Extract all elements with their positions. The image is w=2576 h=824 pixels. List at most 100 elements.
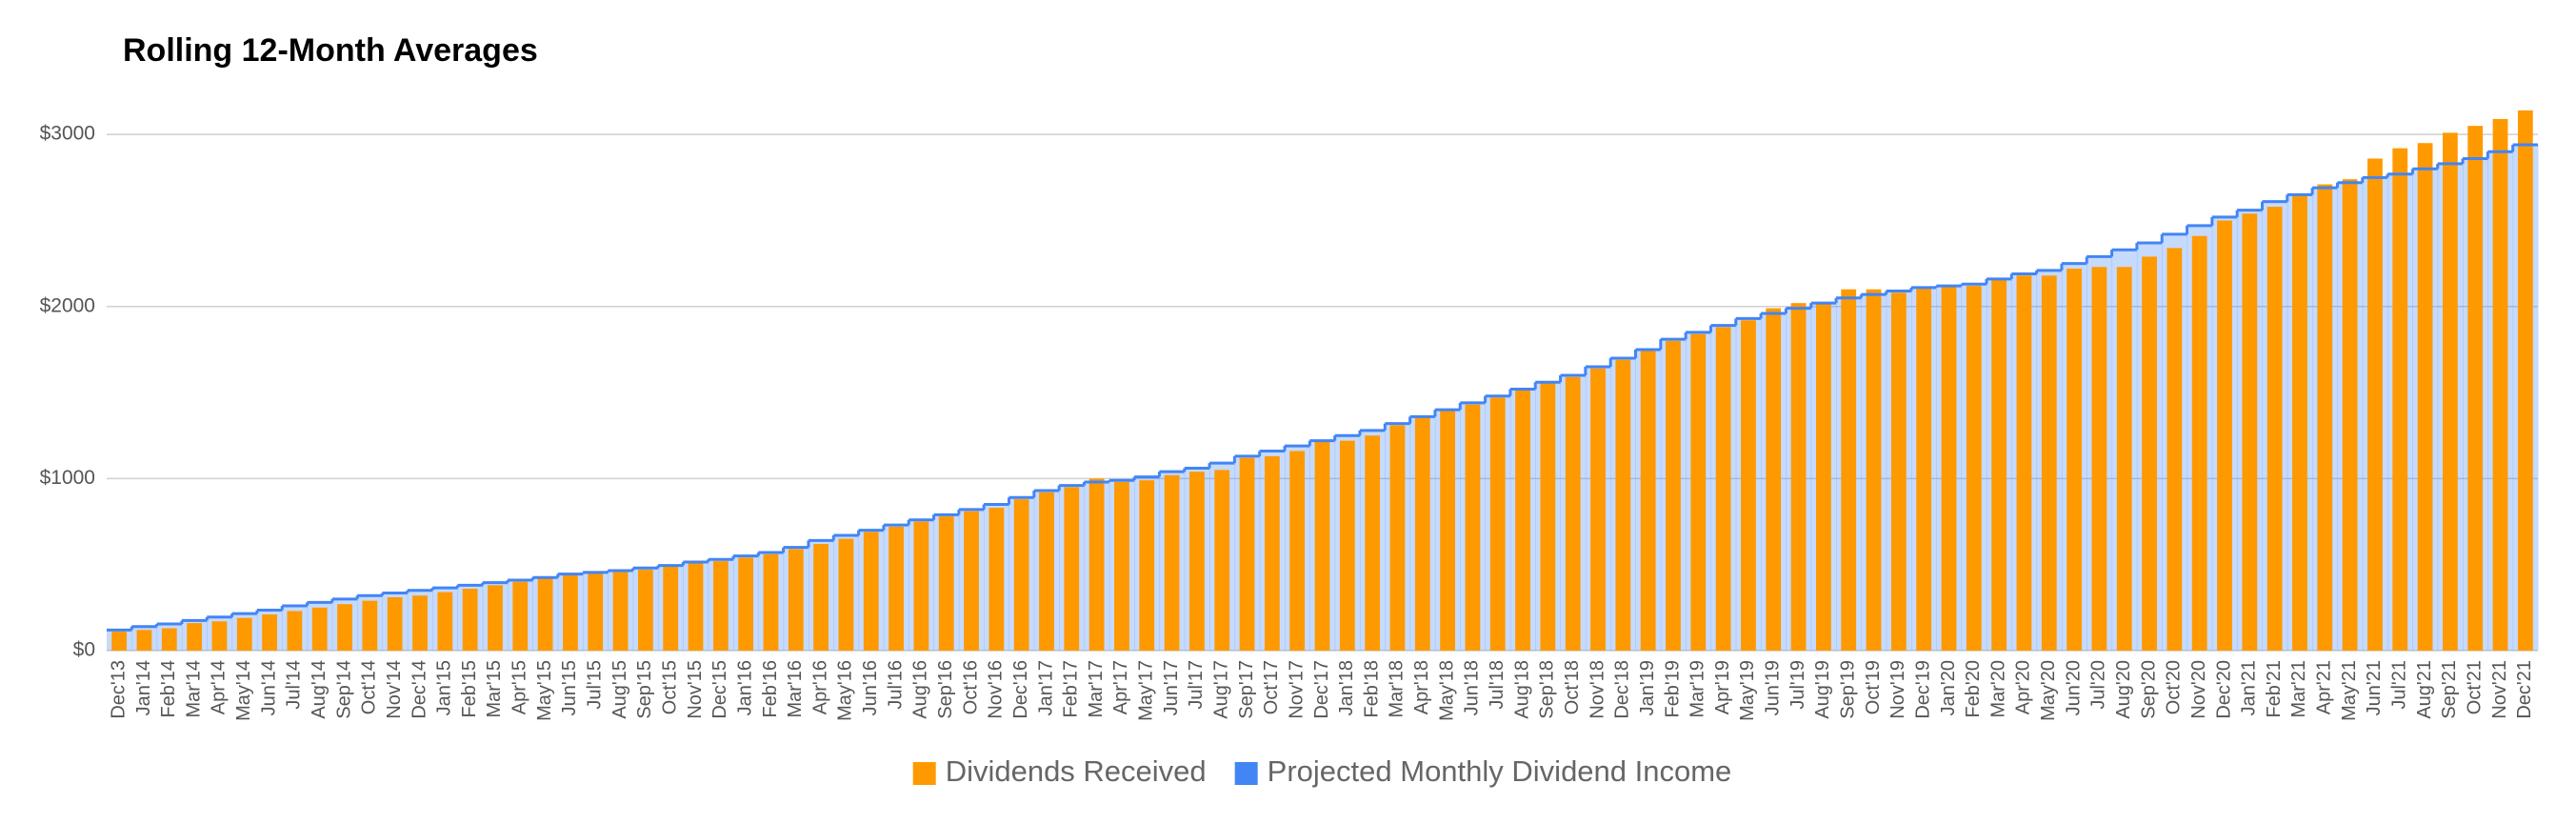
x-tick-label: Nov'20 [2188,660,2209,719]
x-tick-label: Feb'15 [459,660,480,718]
bar [537,578,553,651]
bar [1666,340,1681,651]
bar [1690,333,1707,651]
bar [1440,410,1455,651]
legend-label: Dividends Received [946,754,1207,788]
bar [2142,256,2157,651]
bar [1966,286,1982,651]
x-tick-label: Oct'20 [2164,660,2185,714]
bar [387,597,403,651]
y-tick-label: $3000 [40,123,95,145]
x-tick-label: Jun'15 [559,660,580,715]
bar [412,595,428,651]
bars [111,110,2533,652]
bar [1766,308,1782,651]
bar [1114,482,1129,651]
x-tick-label: May'19 [1737,660,1758,721]
bar [1064,487,1080,651]
bar [111,632,128,651]
x-tick-label: Feb'19 [1662,660,1683,718]
x-tick-label: Nov'17 [1286,660,1307,719]
x-tick-label: Apr'21 [2314,660,2335,714]
x-tick-label: Mar'17 [1086,660,1107,718]
x-tick-label: Jun'21 [2364,660,2385,715]
bar [2091,267,2107,651]
bar [688,562,704,651]
chart-title: Rolling 12-Month Averages [123,32,538,69]
bar [2292,194,2307,652]
x-tick-label: Apr'20 [2013,660,2034,714]
bar [488,585,503,651]
bar [362,600,378,651]
bar [1013,499,1029,651]
x-tick-label: May'14 [233,660,254,721]
x-tick-label: Jun'19 [1763,660,1784,715]
x-tick-label: Apr'19 [1712,660,1733,714]
bar [1365,435,1381,651]
x-tick-label: Aug'17 [1211,660,1232,719]
bar [2342,179,2358,651]
x-tick-label: Nov'18 [1587,660,1608,719]
bar [1741,320,1756,651]
bar [2191,235,2207,652]
x-tick-label: Mar'21 [2288,660,2309,718]
bar [1189,472,1205,651]
bar [1039,492,1054,651]
bar [1239,457,1255,651]
bar [2242,213,2258,651]
bar [1890,292,1907,651]
x-tick-label: Nov'19 [1887,660,1908,719]
x-tick-label: Jun'20 [2063,660,2084,715]
x-tick-label: Aug'19 [1812,660,1833,719]
bar [2041,275,2057,651]
x-tick-label: Jul'21 [2389,660,2410,710]
bar [337,604,352,651]
bar [1489,397,1506,651]
legend-label: Projected Monthly Dividend Income [1268,754,1732,788]
bar [1214,470,1230,651]
bar [1916,287,1932,651]
bar [1815,303,1831,651]
x-tick-label: Mar'16 [785,660,806,718]
x-tick-label: Oct'21 [2464,660,2485,714]
bar [262,614,277,651]
bar [1715,327,1731,651]
bar [763,553,779,651]
x-tick-label: Feb'20 [1963,660,1984,718]
x-tick-label: Jan'16 [734,660,755,715]
x-tick-label: May'21 [2339,660,2360,721]
x-tick-label: Feb'16 [760,660,781,718]
bar [2442,132,2458,652]
x-tick-label: Feb'18 [1361,660,1382,718]
bar [1841,289,1857,651]
x-tick-label: Dec'18 [1612,660,1633,719]
x-tick-label: Jan'20 [1938,660,1959,715]
bar [1164,474,1180,651]
bar [838,538,854,651]
x-tick-label: Dec'19 [1912,660,1933,719]
x-tick-label: Aug'15 [609,660,630,719]
bar [1389,425,1406,651]
x-tick-label: Mar'15 [484,660,505,718]
x-tick-label: Feb'17 [1061,660,1082,718]
bar [2016,275,2032,651]
x-tick-label: Nov'14 [384,660,405,719]
bar [1314,440,1330,651]
x-tick-label: Jun'16 [860,660,881,715]
x-tick-label: Dec'17 [1311,660,1332,719]
bar [311,607,328,651]
x-tick-label: Dec'20 [2213,660,2234,719]
bar [712,561,729,651]
bar [1339,440,1355,651]
x-tick-label: Apr'16 [809,660,830,714]
x-tick-label: Sep'20 [2138,660,2159,719]
x-tick-label: Dec'13 [108,660,129,719]
x-tick-label: Jul'17 [1186,660,1207,710]
bar [2492,118,2508,652]
bar [588,573,604,651]
step-line [107,143,2538,632]
bar [738,557,754,651]
bar [1941,286,1957,651]
x-tick-label: Oct'14 [359,660,380,714]
x-tick-label: Feb'21 [2264,660,2285,718]
